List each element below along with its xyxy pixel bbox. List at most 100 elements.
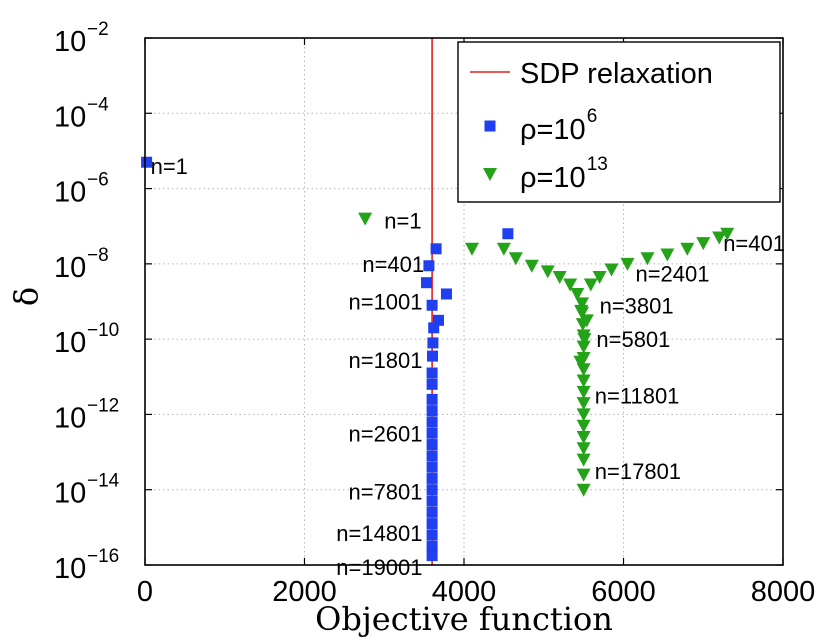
x-axis-title: Objective function [315, 600, 613, 638]
y-tick-label: 10 −10 [54, 320, 119, 359]
triangle-point [583, 278, 598, 292]
y-tick-base: 10 [54, 478, 86, 510]
y-tick-label: 10 −8 [54, 245, 109, 284]
legend-label-sdp: SDP relaxation [520, 58, 713, 90]
point-annotation: n=14801 [336, 521, 422, 546]
data-series [141, 156, 735, 562]
x-tick-label: 0 [137, 576, 153, 608]
y-tick-exponent: −16 [87, 546, 119, 567]
point-annotation: n=1 [384, 209, 421, 234]
triangle-point [576, 431, 591, 445]
triangle-point [576, 419, 591, 433]
square-point [426, 450, 438, 462]
legend-label-rho: ρ=10 [520, 114, 586, 146]
triangle-point [496, 242, 511, 256]
square-point [426, 484, 438, 496]
y-tick-label: 10 −2 [54, 19, 109, 58]
y-tick-exponent: −2 [87, 19, 109, 40]
point-annotation: n=11801 [595, 384, 680, 409]
triangle-point [358, 212, 373, 226]
triangle-point [576, 483, 591, 497]
triangle-point [464, 242, 479, 256]
triangle-point [552, 271, 567, 285]
series-2 [358, 212, 735, 497]
y-tick-exponent: −4 [87, 94, 109, 115]
y-tick-exponent: −14 [87, 471, 120, 492]
triangle-point [570, 287, 585, 301]
y-tick-base: 10 [54, 101, 86, 133]
y-axis-title: δ [7, 287, 45, 306]
y-tick-exponent: −10 [87, 320, 119, 341]
y-tick-label: 10 −14 [54, 471, 120, 510]
point-annotation: n=3801 [600, 293, 674, 318]
legend-label-rho: ρ=10 [520, 162, 586, 194]
point-annotation: n=1001 [348, 290, 422, 315]
point-annotation: n=401 [362, 252, 424, 277]
square-point [426, 427, 438, 439]
y-tick-base: 10 [54, 553, 86, 585]
square-point [141, 156, 153, 168]
y-tick-exponent: −12 [87, 395, 119, 416]
square-point [426, 461, 438, 473]
triangle-point [576, 397, 591, 411]
y-tick-label: 10 −6 [54, 170, 109, 209]
square-point [426, 416, 438, 428]
series-1 [141, 156, 514, 562]
triangle-point [696, 237, 711, 251]
triangle-point [575, 297, 590, 311]
triangle-point [563, 278, 578, 292]
triangle-point [508, 252, 523, 266]
square-point [427, 337, 439, 349]
square-point [430, 243, 442, 255]
triangle-point [540, 265, 555, 279]
square-point [426, 506, 438, 518]
square-point [426, 529, 438, 541]
square-point [426, 367, 438, 379]
square-point [426, 472, 438, 484]
square-point [421, 277, 433, 289]
x-tick-label: 6000 [591, 576, 656, 608]
triangle-point [574, 304, 589, 318]
legend-box [457, 41, 781, 203]
triangle-point [576, 468, 591, 482]
point-annotation: n=2601 [348, 421, 422, 446]
triangle-point [576, 374, 591, 388]
square-point [426, 550, 438, 562]
square-point [440, 288, 452, 300]
legend-label-exponent: 6 [587, 106, 598, 127]
triangle-point [576, 453, 591, 467]
point-annotation: n=19001 [336, 555, 422, 580]
legend-square-swatch [484, 120, 496, 132]
point-annotation: n=5801 [596, 327, 670, 352]
triangle-point [576, 385, 591, 399]
square-point [502, 228, 514, 240]
square-point [426, 495, 438, 507]
x-tick-label: 8000 [751, 576, 816, 608]
triangle-point [573, 355, 588, 369]
square-point [426, 540, 438, 552]
y-tick-base: 10 [54, 252, 86, 284]
point-annotation: n=1801 [348, 348, 422, 373]
y-tick-base: 10 [54, 26, 86, 58]
y-tick-base: 10 [54, 327, 86, 359]
y-tick-base: 10 [54, 402, 86, 434]
point-annotation: n=401 [723, 231, 785, 256]
triangle-point [712, 231, 727, 245]
triangle-point [620, 257, 635, 271]
square-point [426, 439, 438, 451]
point-annotation: n=7801 [348, 480, 422, 505]
y-tick-label: 10 −12 [54, 395, 119, 434]
triangle-point [680, 242, 695, 256]
legend-triangle-swatch [483, 168, 497, 181]
triangle-point [640, 252, 655, 266]
square-point [426, 518, 438, 530]
legend-label-exponent: 13 [587, 154, 608, 175]
square-point [426, 405, 438, 417]
triangle-point [720, 227, 735, 241]
square-point [426, 350, 438, 362]
y-tick-exponent: −8 [87, 245, 109, 266]
x-tick-label: 2000 [272, 576, 337, 608]
triangle-point [524, 259, 539, 273]
